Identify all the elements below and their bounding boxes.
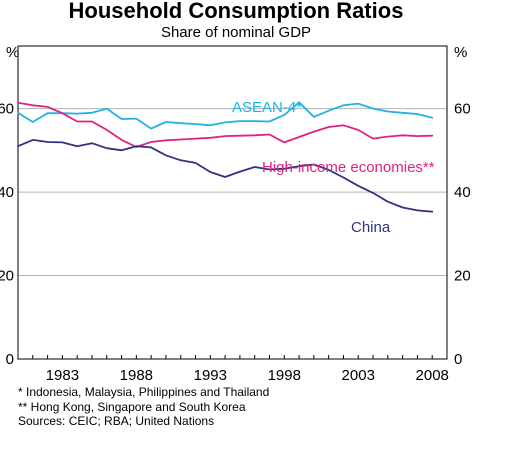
x-tick-1993: 1993 xyxy=(194,367,227,384)
x-tick-2003: 2003 xyxy=(342,367,375,384)
plot-frame xyxy=(17,45,448,360)
y-tick-left-20: 20 xyxy=(0,268,14,285)
y-tick-right-0: 0 xyxy=(454,351,462,368)
chart-footnotes: * Indonesia, Malaysia, Philippines and T… xyxy=(18,385,269,429)
series-line-2 xyxy=(17,138,434,213)
series-lines xyxy=(17,101,434,213)
y-tick-right-60: 60 xyxy=(454,101,471,118)
series-line-0 xyxy=(17,101,434,130)
x-tick-1998: 1998 xyxy=(268,367,301,384)
chart-title: Household Consumption Ratios xyxy=(69,0,404,23)
y-tick-right-20: 20 xyxy=(454,268,471,285)
chart-subtitle: Share of nominal GDP xyxy=(161,24,311,41)
series-label-china: China xyxy=(351,219,391,236)
axis-ticks: 0 0 20 20 40 40 60 60 1983 1988 1993 1998 2003 2008 xyxy=(0,101,471,384)
gridlines xyxy=(18,108,447,277)
footnote-high-income: ** Hong Kong, Singapore and South Korea xyxy=(18,399,246,414)
y-tick-right-40: 40 xyxy=(454,184,471,201)
x-tick-2008: 2008 xyxy=(416,367,449,384)
y-tick-left-60: 60 xyxy=(0,101,14,118)
footnote-asean: * Indonesia, Malaysia, Philippines and T… xyxy=(18,385,270,399)
y-tick-left-0: 0 xyxy=(6,351,14,368)
y-axis-unit-left: % xyxy=(6,44,19,61)
y-tick-left-40: 40 xyxy=(0,184,14,201)
footnote-sources: Sources: CEIC; RBA; United Nations xyxy=(18,414,215,428)
x-tick-1983: 1983 xyxy=(46,367,79,384)
x-tick-1988: 1988 xyxy=(120,367,153,384)
series-label-asean-4: ASEAN-4* xyxy=(232,99,302,116)
series-label-high-income: High-income economies** xyxy=(262,159,435,176)
series-line-1 xyxy=(17,101,434,148)
y-axis-unit-right: % xyxy=(454,44,467,61)
